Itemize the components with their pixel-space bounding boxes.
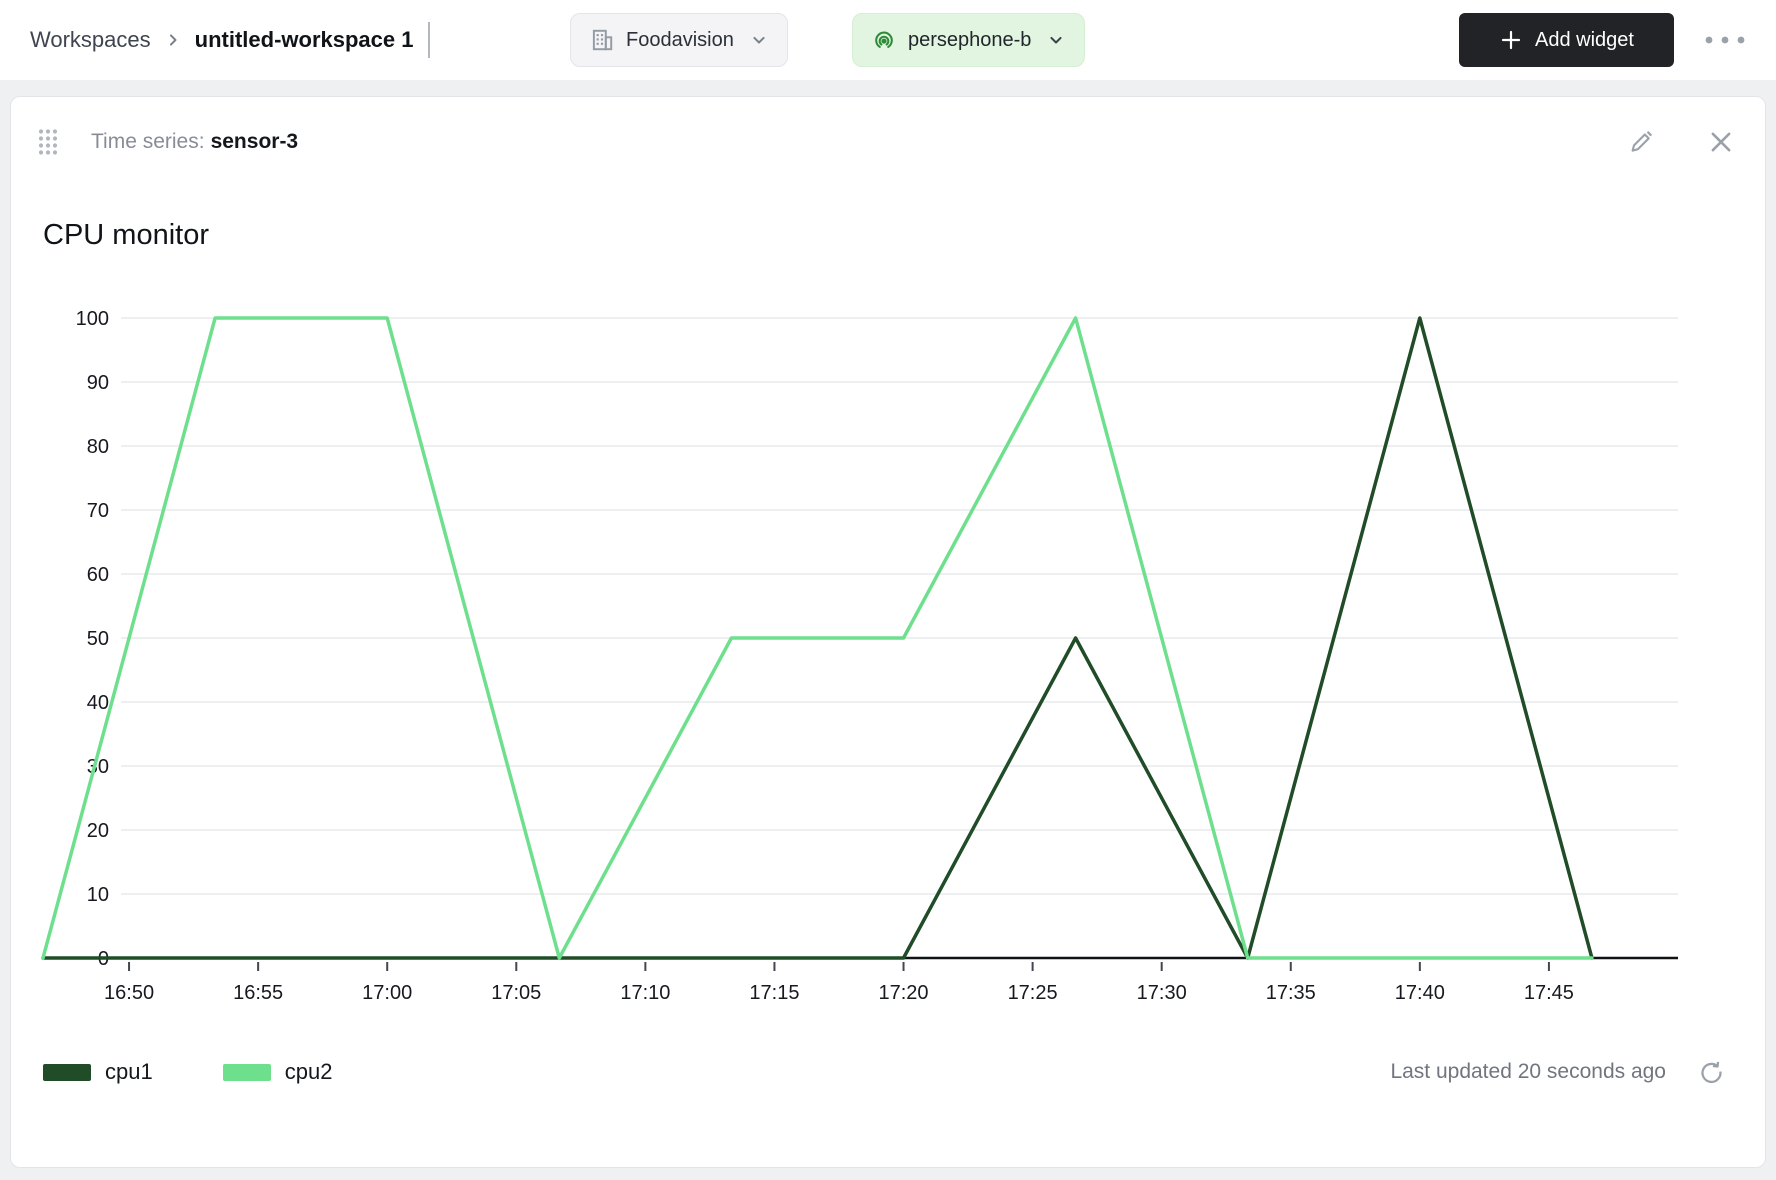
close-widget-button[interactable] <box>1701 122 1741 162</box>
chevron-down-icon <box>1046 30 1066 50</box>
widget-header: Time series: sensor-3 <box>31 111 1741 173</box>
device-selector-label: persephone-b <box>908 28 1032 51</box>
legend-item-cpu2[interactable]: cpu2 <box>222 1059 333 1085</box>
widget-title: Time series: sensor-3 <box>91 130 298 154</box>
building-icon <box>589 27 615 53</box>
add-widget-label: Add widget <box>1535 28 1634 51</box>
legend-item-cpu1[interactable]: cpu1 <box>43 1059 153 1085</box>
svg-text:50: 50 <box>87 628 109 650</box>
cpu1-swatch <box>43 1063 91 1081</box>
svg-text:20: 20 <box>87 820 109 842</box>
org-selector-label: Foodavision <box>626 28 734 51</box>
time-series-chart: 010203040506070809010016:5016:5517:0017:… <box>41 308 1678 1004</box>
device-selector-dropdown[interactable]: persephone-b <box>852 13 1086 67</box>
svg-text:16:55: 16:55 <box>233 982 283 1004</box>
chart-title: CPU monitor <box>43 219 209 251</box>
svg-text:17:25: 17:25 <box>1008 982 1058 1004</box>
chart-footer: cpu1 cpu2 Last updated 20 seconds ago <box>43 1055 1731 1089</box>
svg-text:17:00: 17:00 <box>362 982 412 1004</box>
breadcrumb-workspaces-link[interactable]: Workspaces <box>30 27 151 52</box>
chevron-right-icon <box>163 30 183 50</box>
svg-text:17:35: 17:35 <box>1266 982 1316 1004</box>
refresh-button[interactable] <box>1692 1053 1731 1092</box>
cpu1-legend-label: cpu1 <box>105 1059 153 1084</box>
breadcrumb: Workspaces untitled-workspace 1 <box>30 0 431 80</box>
more-menu-button[interactable] <box>1696 24 1754 56</box>
widget-card: Time series:sensor-3 CPU monitor 0102030… <box>10 96 1766 1168</box>
ellipsis-icon <box>1701 34 1749 46</box>
svg-text:17:45: 17:45 <box>1524 982 1574 1004</box>
svg-text:17:20: 17:20 <box>878 982 928 1004</box>
svg-text:17:10: 17:10 <box>620 982 670 1004</box>
svg-text:90: 90 <box>87 372 109 394</box>
pencil-icon <box>1627 128 1655 156</box>
widget-name: sensor-3 <box>210 130 299 153</box>
cpu2-swatch <box>222 1063 271 1081</box>
widget-kind-label: Time series: <box>91 130 205 153</box>
edit-widget-button[interactable] <box>1621 122 1661 162</box>
svg-text:100: 100 <box>76 308 109 330</box>
refresh-icon <box>1698 1059 1725 1086</box>
svg-text:60: 60 <box>87 564 109 586</box>
svg-text:80: 80 <box>87 436 109 458</box>
broadcast-icon <box>871 27 897 53</box>
last-updated-text: Last updated 20 seconds ago <box>1390 1060 1666 1083</box>
add-widget-button[interactable]: Add widget <box>1459 13 1674 67</box>
close-icon <box>1707 128 1735 156</box>
svg-text:70: 70 <box>87 500 109 522</box>
svg-text:10: 10 <box>87 884 109 906</box>
text-cursor <box>428 22 431 58</box>
drag-handle-icon[interactable] <box>31 123 65 161</box>
workspace-title-field[interactable]: untitled-workspace 1 <box>194 27 414 52</box>
svg-text:16:50: 16:50 <box>104 982 154 1004</box>
svg-text:17:15: 17:15 <box>749 982 799 1004</box>
svg-text:17:05: 17:05 <box>491 982 541 1004</box>
chart-legend: cpu1 cpu2 <box>43 1059 332 1085</box>
svg-text:17:40: 17:40 <box>1395 982 1445 1004</box>
cpu2-legend-label: cpu2 <box>284 1059 333 1084</box>
chevron-down-icon <box>749 30 769 50</box>
svg-text:17:30: 17:30 <box>1137 982 1187 1004</box>
svg-text:40: 40 <box>87 692 109 714</box>
plus-icon <box>1499 28 1523 52</box>
org-selector-dropdown[interactable]: Foodavision <box>570 13 788 67</box>
top-bar: Workspaces untitled-workspace 1 <box>0 0 1776 80</box>
